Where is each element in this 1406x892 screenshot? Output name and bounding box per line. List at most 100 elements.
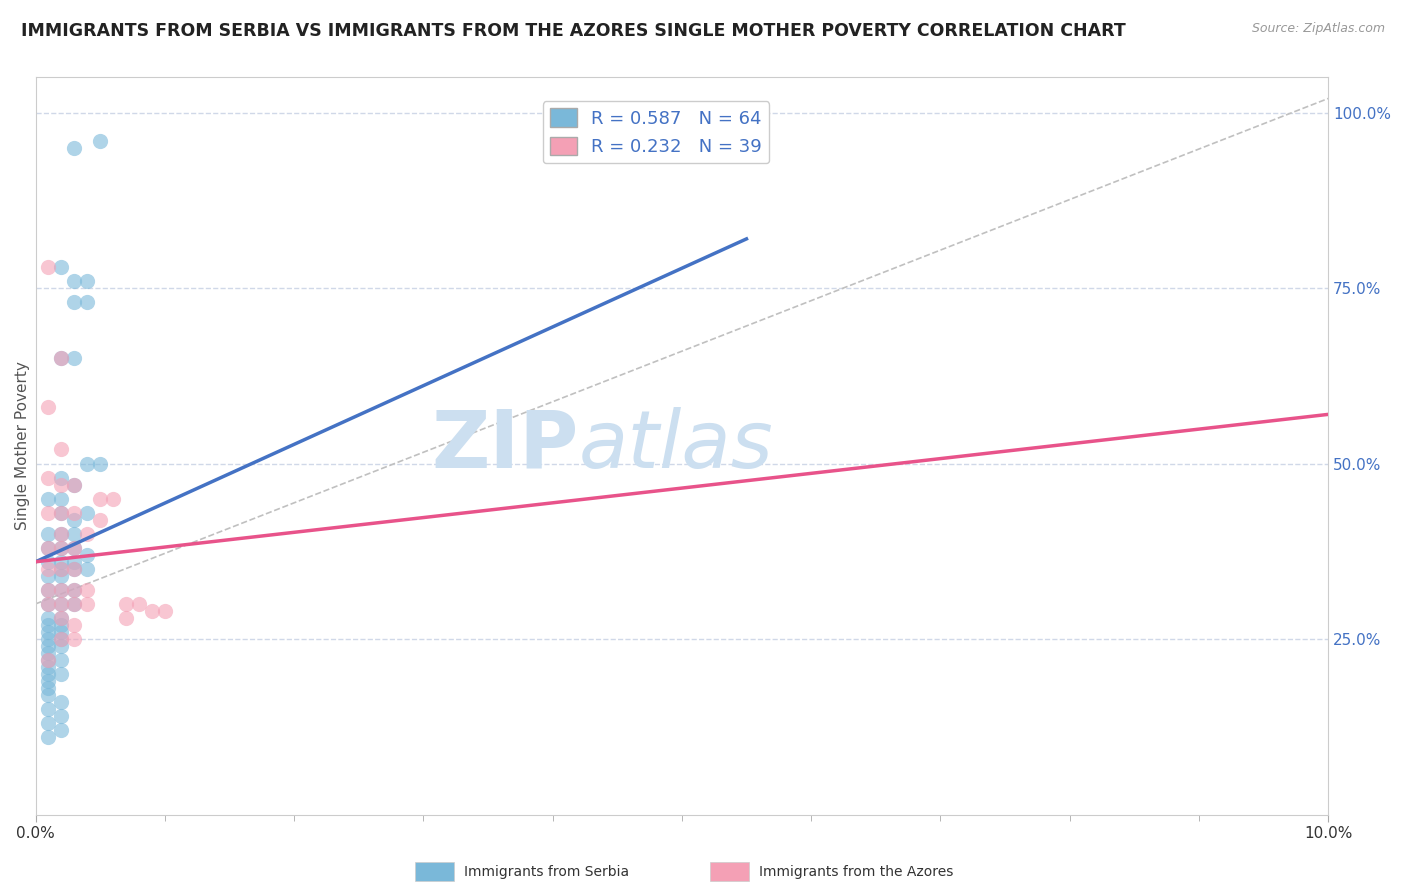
Point xyxy=(51,709,73,723)
Point xyxy=(37,660,59,674)
Point xyxy=(37,555,59,569)
Point xyxy=(63,274,86,288)
Point xyxy=(63,562,86,576)
Point xyxy=(63,582,86,597)
Point xyxy=(37,541,59,555)
Point xyxy=(76,295,98,310)
Point xyxy=(51,625,73,640)
Point xyxy=(51,470,73,484)
Point xyxy=(51,442,73,457)
Point xyxy=(63,618,86,632)
Point xyxy=(63,141,86,155)
Point xyxy=(37,688,59,702)
Point xyxy=(141,604,163,618)
Point xyxy=(63,526,86,541)
Point xyxy=(51,667,73,681)
Point xyxy=(101,491,124,506)
Point xyxy=(37,681,59,695)
Point xyxy=(63,597,86,611)
Point xyxy=(37,569,59,583)
Point xyxy=(37,562,59,576)
Point xyxy=(51,477,73,491)
Point xyxy=(37,618,59,632)
Point xyxy=(51,562,73,576)
Point xyxy=(63,597,86,611)
Text: Immigrants from Serbia: Immigrants from Serbia xyxy=(464,865,628,880)
Point xyxy=(37,597,59,611)
Point xyxy=(63,632,86,646)
Point xyxy=(37,639,59,653)
Point xyxy=(76,457,98,471)
Point xyxy=(37,646,59,660)
Text: ZIP: ZIP xyxy=(432,407,578,485)
Point xyxy=(76,526,98,541)
Point xyxy=(37,653,59,667)
Point xyxy=(89,513,111,527)
Point xyxy=(63,582,86,597)
Point xyxy=(63,513,86,527)
Point xyxy=(51,491,73,506)
Point xyxy=(63,351,86,366)
Point xyxy=(76,274,98,288)
Point xyxy=(51,618,73,632)
Point xyxy=(37,731,59,745)
Point xyxy=(51,351,73,366)
Point xyxy=(51,351,73,366)
Point xyxy=(63,541,86,555)
Point xyxy=(37,582,59,597)
Point xyxy=(51,597,73,611)
Point xyxy=(51,582,73,597)
Legend: R = 0.587   N = 64, R = 0.232   N = 39: R = 0.587 N = 64, R = 0.232 N = 39 xyxy=(543,101,769,163)
Point xyxy=(37,716,59,731)
Point xyxy=(76,548,98,562)
Point xyxy=(51,260,73,274)
Text: atlas: atlas xyxy=(578,407,773,485)
Point xyxy=(51,611,73,625)
Point xyxy=(76,597,98,611)
Point xyxy=(37,582,59,597)
Point xyxy=(89,134,111,148)
Text: Source: ZipAtlas.com: Source: ZipAtlas.com xyxy=(1251,22,1385,36)
Point xyxy=(63,477,86,491)
Point xyxy=(51,632,73,646)
Point xyxy=(63,295,86,310)
Point xyxy=(51,695,73,709)
Point xyxy=(37,611,59,625)
Point xyxy=(51,632,73,646)
Point xyxy=(51,653,73,667)
Point xyxy=(89,491,111,506)
Point xyxy=(37,632,59,646)
Point xyxy=(37,667,59,681)
Point xyxy=(63,541,86,555)
Point xyxy=(51,562,73,576)
Point xyxy=(51,639,73,653)
Text: IMMIGRANTS FROM SERBIA VS IMMIGRANTS FROM THE AZORES SINGLE MOTHER POVERTY CORRE: IMMIGRANTS FROM SERBIA VS IMMIGRANTS FRO… xyxy=(21,22,1126,40)
Point xyxy=(37,597,59,611)
Point xyxy=(51,569,73,583)
Point xyxy=(51,541,73,555)
Point xyxy=(51,723,73,738)
Point xyxy=(115,611,138,625)
Text: Immigrants from the Azores: Immigrants from the Azores xyxy=(759,865,953,880)
Point xyxy=(51,526,73,541)
Point xyxy=(51,506,73,520)
Point xyxy=(63,562,86,576)
Point xyxy=(37,470,59,484)
Point xyxy=(37,526,59,541)
Point xyxy=(128,597,150,611)
Point xyxy=(51,541,73,555)
Point xyxy=(153,604,176,618)
Point xyxy=(63,555,86,569)
Y-axis label: Single Mother Poverty: Single Mother Poverty xyxy=(15,361,30,531)
Point xyxy=(37,506,59,520)
Point xyxy=(37,401,59,415)
Point xyxy=(51,611,73,625)
Point xyxy=(37,674,59,689)
Point xyxy=(37,491,59,506)
Point xyxy=(37,625,59,640)
Point xyxy=(115,597,138,611)
Point xyxy=(51,597,73,611)
Point xyxy=(37,702,59,716)
Point xyxy=(51,555,73,569)
Point xyxy=(89,457,111,471)
